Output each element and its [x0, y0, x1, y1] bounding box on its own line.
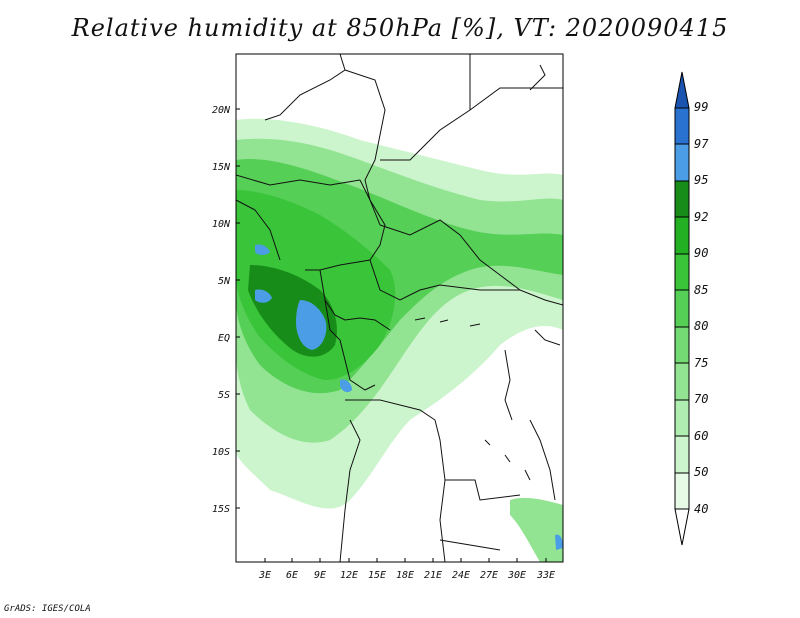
lon-label-9e: 9E	[314, 570, 326, 581]
lon-label-3e: 3E	[258, 570, 271, 581]
colorbar-segment-92	[674, 180, 690, 218]
colorbar	[674, 71, 690, 546]
colorbar-segment-70	[674, 362, 690, 401]
colorbar-segment-50	[674, 435, 690, 474]
colorbar-segment-60	[674, 399, 690, 437]
colorbar-label-85: 85	[694, 283, 708, 297]
lat-label-10n: 10N	[212, 219, 231, 230]
lon-label-15e: 15E	[368, 570, 386, 581]
chart-title: Relative humidity at 850hPa [%], VT: 202…	[71, 14, 729, 42]
lon-label-33e: 33E	[536, 570, 555, 581]
humidity-patch-d	[555, 534, 563, 550]
humidity-patch-b	[255, 244, 270, 255]
grads-credit: GrADS: IGES/COLA	[4, 604, 91, 614]
colorbar-label-90: 90	[694, 246, 708, 260]
lon-label-18e: 18E	[396, 570, 414, 581]
colorbar-label-40: 40	[694, 502, 708, 516]
humidity-patch-c	[340, 379, 352, 393]
country-borders	[236, 54, 563, 562]
lon-label-27e: 27E	[480, 570, 498, 581]
colorbar-label-80: 80	[694, 319, 708, 333]
colorbar-segment-75	[674, 326, 690, 364]
lon-label-30e: 30E	[507, 570, 526, 581]
colorbar-label-95: 95	[694, 173, 708, 187]
colorbar-label-92: 92	[694, 210, 708, 224]
lat-label-15s: 15S	[212, 504, 230, 515]
lat-label-5n: 5N	[218, 276, 231, 287]
colorbar-label-70: 70	[694, 392, 708, 406]
humidity-field	[236, 54, 563, 562]
lat-labels: 20N 15N 10N 5N EQ 5S 10S 15S	[212, 105, 231, 515]
colorbar-label-97: 97	[694, 137, 709, 151]
lat-label-5s: 5S	[218, 390, 230, 401]
colorbar-label-60: 60	[694, 429, 708, 443]
lon-labels: 3E 6E 9E 12E 15E 18E 21E 24E 27E 30E 33E	[258, 570, 555, 581]
lat-label-eq: EQ	[218, 333, 230, 344]
lon-label-24e: 24E	[452, 570, 470, 581]
lon-ticks	[264, 558, 547, 562]
colorbar-label-75: 75	[694, 356, 708, 370]
lon-label-12e: 12E	[340, 570, 358, 581]
lat-label-15n: 15N	[212, 162, 231, 173]
map-frame	[235, 53, 564, 563]
humidity-zone-97	[296, 300, 327, 350]
colorbar-label-50: 50	[694, 465, 708, 479]
humidity-patch-a	[255, 289, 272, 303]
lat-label-10s: 10S	[212, 447, 230, 458]
lat-label-20n: 20N	[212, 105, 231, 116]
colorbar-segment-85	[674, 253, 690, 291]
lon-label-6e: 6E	[286, 570, 298, 581]
colorbar-segment-90	[674, 216, 690, 255]
colorbar-labels: 40 50 60 70 75 80 85 90 92 95 97 99	[694, 100, 709, 516]
colorbar-segment-97	[674, 107, 690, 145]
colorbar-segment-below-40	[674, 508, 690, 546]
lat-ticks	[236, 108, 240, 509]
lon-label-21e: 21E	[424, 570, 442, 581]
colorbar-segment-40	[674, 472, 690, 510]
colorbar-segment-95	[674, 143, 690, 182]
colorbar-segment-above-99	[674, 71, 690, 109]
colorbar-segment-80	[674, 289, 690, 328]
colorbar-label-99: 99	[694, 100, 708, 114]
humidity-zone-se	[510, 497, 563, 562]
